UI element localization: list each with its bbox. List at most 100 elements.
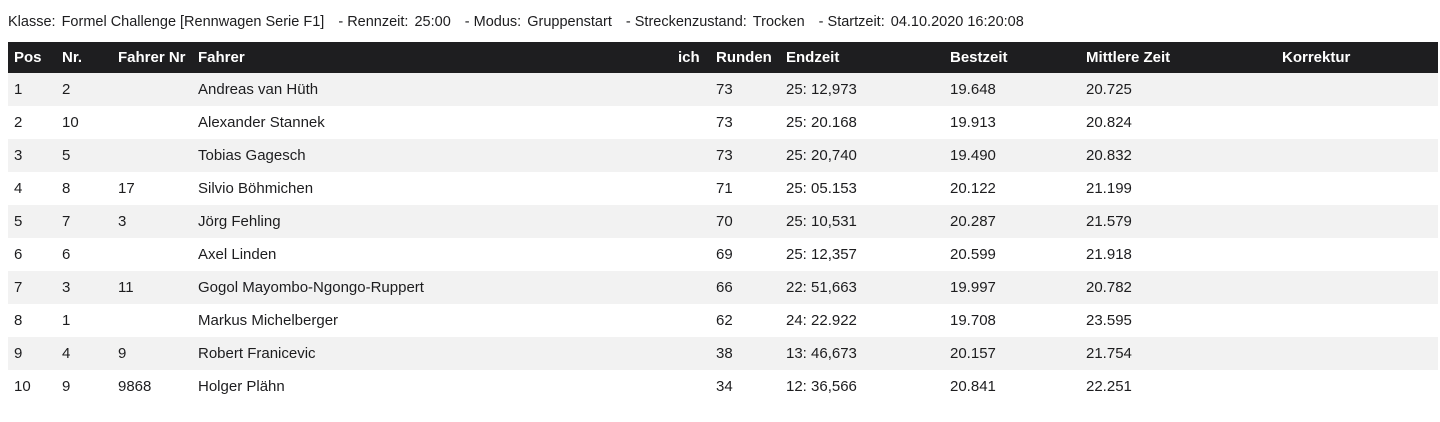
table-cell: 22.251	[1086, 378, 1132, 395]
table-cell: 62	[716, 312, 733, 329]
column-header-nr-: Nr.	[56, 42, 112, 73]
streckenzustand-label: - Streckenzustand:	[625, 14, 747, 30]
table-cell: Holger Plähn	[198, 378, 285, 395]
table-cell: 5	[14, 213, 23, 230]
table-cell: 73	[716, 81, 733, 98]
klasse-value: Formel Challenge [Rennwagen Serie F1]	[61, 14, 325, 30]
startzeit-label: - Startzeit:	[818, 14, 885, 30]
table-cell	[1276, 205, 1438, 238]
table-cell	[672, 139, 710, 172]
table-cell: Axel Linden	[198, 246, 277, 263]
table-cell: 23.595	[1086, 312, 1132, 329]
table-cell: 25: 20.168	[786, 114, 857, 131]
table-row[interactable]: 10 9 9868 Holger Plähn 34 12: 36,566 20.841 22.…	[8, 370, 1438, 403]
table-cell: 25: 20,740	[786, 147, 857, 164]
column-header-bestzeit: Bestzeit	[944, 42, 1080, 73]
table-row[interactable]: 5 7 3 Jörg Fehling 70 25: 10,531 20.287 21.579	[8, 205, 1438, 238]
table-cell	[672, 172, 710, 205]
table-cell: 73	[716, 114, 733, 131]
table-cell: 20.157	[950, 345, 996, 362]
column-header-pos: Pos	[8, 42, 56, 73]
table-cell: 34	[716, 378, 733, 395]
table-cell: 4	[62, 345, 71, 362]
table-cell: 21.754	[1086, 345, 1132, 362]
table-cell: 69	[716, 246, 733, 263]
modus-label: - Modus:	[464, 14, 522, 30]
table-row[interactable]: 9 4 9 Robert Franicevic 38 13: 46,673 20.157 21…	[8, 337, 1438, 370]
table-cell: 20.782	[1086, 279, 1132, 296]
startzeit-value: 04.10.2020 16:20:08	[890, 14, 1024, 30]
table-cell: 71	[716, 180, 733, 197]
table-cell	[112, 139, 192, 172]
table-cell	[672, 370, 710, 403]
table-cell: 1	[62, 312, 71, 329]
table-row[interactable]: 4 8 17 Silvio Böhmichen 71 25: 05.153 20.122 21…	[8, 172, 1438, 205]
table-cell: 1	[14, 81, 23, 98]
table-cell: 20.122	[950, 180, 996, 197]
table-row[interactable]: 6 6 Axel Linden 69 25: 12,357 20.599 21.918	[8, 238, 1438, 271]
column-header-mittlere-zeit: Mittlere Zeit	[1080, 42, 1276, 73]
klasse-label: Klasse:	[8, 14, 56, 30]
table-cell: 9	[14, 345, 23, 362]
table-cell: 21.918	[1086, 246, 1132, 263]
table-cell	[672, 238, 710, 271]
table-cell: 6	[62, 246, 71, 263]
table-cell: 2	[14, 114, 23, 131]
streckenzustand-value: Trocken	[752, 14, 805, 30]
table-cell: 24: 22.922	[786, 312, 857, 329]
column-header-ich: ich	[672, 42, 710, 73]
table-cell: 8	[62, 180, 71, 197]
table-cell: 9	[118, 345, 127, 362]
table-cell: 19.648	[950, 81, 996, 98]
table-row[interactable]: 7 3 11 Gogol Mayombo-Ngongo-Ruppert 66 22: 51…	[8, 271, 1438, 304]
modus-value: Gruppenstart	[527, 14, 612, 30]
table-cell: Gogol Mayombo-Ngongo-Ruppert	[198, 279, 424, 296]
table-cell: 19.708	[950, 312, 996, 329]
race-info-bar: Klasse: Formel Challenge [Rennwagen Serie…	[0, 0, 1440, 42]
table-cell: 20.841	[950, 378, 996, 395]
table-cell: 20.599	[950, 246, 996, 263]
table-cell: 25: 12,357	[786, 246, 857, 263]
table-cell: Alexander Stannek	[198, 114, 325, 131]
results-table-header-row: Pos Nr. Fahrer Nr Fahrer ich Runden Endzeit Bes…	[8, 42, 1438, 73]
table-cell: 6	[14, 246, 23, 263]
results-table-body: 1 2 Andreas van Hüth 73 25: 12,973 19.648 20.7…	[8, 73, 1438, 403]
table-cell	[112, 238, 192, 271]
table-cell: 4	[14, 180, 23, 197]
table-row[interactable]: 2 10 Alexander Stannek 73 25: 20.168 19.913 20…	[8, 106, 1438, 139]
table-cell: Andreas van Hüth	[198, 81, 319, 98]
table-cell: 66	[716, 279, 733, 296]
results-table-head: Pos Nr. Fahrer Nr Fahrer ich Runden Endzeit Bes…	[8, 42, 1438, 73]
results-table: Pos Nr. Fahrer Nr Fahrer ich Runden Endzeit Bes…	[8, 42, 1438, 403]
table-row[interactable]: 1 2 Andreas van Hüth 73 25: 12,973 19.648 20.7…	[8, 73, 1438, 106]
rennzeit-value: 25:00	[414, 14, 451, 30]
table-cell: 21.579	[1086, 213, 1132, 230]
table-cell: 17	[118, 180, 135, 197]
table-cell: 11	[118, 279, 134, 296]
column-header-fahrer: Fahrer	[192, 42, 672, 73]
table-row[interactable]: 8 1 Markus Michelberger 62 24: 22.922 19.708 2…	[8, 304, 1438, 337]
table-cell: 73	[716, 147, 733, 164]
table-cell	[112, 73, 192, 106]
table-cell	[1276, 304, 1438, 337]
table-cell: 10	[62, 114, 79, 131]
table-cell: 19.913	[950, 114, 996, 131]
table-cell: 19.997	[950, 279, 996, 296]
table-cell	[112, 304, 192, 337]
table-cell: 3	[14, 147, 23, 164]
table-row[interactable]: 3 5 Tobias Gagesch 73 25: 20,740 19.490 20.832	[8, 139, 1438, 172]
table-cell	[1276, 337, 1438, 370]
table-cell: 25: 05.153	[786, 180, 857, 197]
table-cell	[1276, 106, 1438, 139]
table-cell: 19.490	[950, 147, 996, 164]
table-cell: 9868	[118, 378, 152, 395]
table-cell	[672, 73, 710, 106]
column-header-fahrer-nr: Fahrer Nr	[112, 42, 192, 73]
table-cell: Robert Franicevic	[198, 345, 316, 362]
table-cell	[672, 304, 710, 337]
table-cell: 5	[62, 147, 71, 164]
column-header-endzeit: Endzeit	[780, 42, 944, 73]
table-cell: Silvio Böhmichen	[198, 180, 314, 197]
table-cell	[1276, 370, 1438, 403]
